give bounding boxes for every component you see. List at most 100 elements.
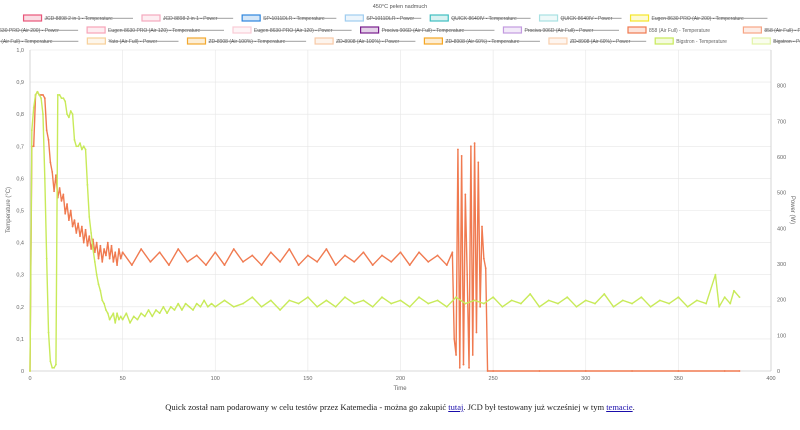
legend-label: SP-1011DLR - Temperature (263, 16, 325, 22)
data-point (510, 299, 513, 302)
legend-swatch (186, 37, 207, 45)
legend-item[interactable]: ZD-8908 (Air 60%) - Power (548, 37, 647, 45)
data-point (114, 321, 117, 324)
legend-item[interactable]: JCD 8898 2 in 1 - Power (141, 14, 234, 22)
data-point (718, 305, 721, 308)
legend-label: Eugen 8630 PRO (Air 120) - Power (254, 28, 333, 34)
data-point (151, 315, 154, 318)
legend-item[interactable]: SP-1011DLR - Temperature (241, 14, 337, 22)
legend-item[interactable]: QUICK 8640IV - Power (538, 14, 622, 22)
data-point (45, 257, 48, 260)
data-point (86, 244, 89, 247)
data-point (32, 145, 35, 148)
legend-swatch (22, 14, 43, 22)
data-point (677, 296, 680, 299)
link-tutaj[interactable]: tutaj (448, 402, 464, 412)
link-temacie[interactable]: temacie (606, 402, 633, 412)
x-tick-label: 0 (28, 376, 31, 382)
legend-item[interactable]: Eugen 8630 PRO (Air 200) - Temperature (629, 14, 768, 22)
caption-text-2: . JCD był testowany już wcześniej w tym (463, 402, 607, 412)
legend-item[interactable]: QUICK 8640IV - Temperature (429, 14, 531, 22)
legend-item[interactable]: Eugen 8630 PRO (Air 200) - Power (0, 27, 79, 34)
data-point (640, 296, 643, 299)
data-point (147, 309, 150, 311)
axes: 0 0,1 0,2 0,3 0,4 0,5 0,6 0,7 0,8 0,9 1,0 0 100 200 30… (16, 48, 786, 382)
legend-item[interactable]: 858 (Air Full) - Power (742, 26, 800, 34)
chart-svg: 450°C pełen nadmuch JCD 8898 2 in 1 - Te… (0, 4, 800, 392)
legend-item[interactable]: Prociva 906D (Air Full) - Temperature (360, 26, 495, 34)
data-point (468, 366, 470, 369)
data-point (184, 302, 187, 305)
data-point (408, 305, 411, 308)
caption-text-1: Quick został nam podarowany w celu testó… (165, 402, 449, 412)
data-point (79, 235, 81, 238)
data-point (214, 251, 217, 254)
data-point (547, 299, 550, 302)
data-point (473, 299, 476, 302)
data-point (464, 193, 467, 196)
data-point (362, 251, 365, 254)
data-point (223, 299, 226, 302)
data-point (269, 251, 272, 254)
data-point (677, 370, 680, 372)
data-point (334, 305, 337, 308)
data-point (455, 354, 457, 356)
data-point (486, 370, 489, 372)
data-point (594, 302, 596, 305)
legend-label: QUICK 8640IV - Temperature (451, 16, 517, 22)
data-point (125, 312, 128, 315)
legend-item[interactable]: Bigstron - Temperature (654, 37, 727, 45)
y-right-tick-label: 500 (777, 191, 786, 197)
legend-item[interactable]: Prociva 906D (Air Full) - Power (502, 26, 619, 34)
data-point (101, 299, 104, 302)
legend-swatch (86, 26, 106, 34)
data-point (88, 235, 91, 238)
legend-item[interactable]: Bigstron - Power (751, 37, 800, 45)
data-point (603, 293, 606, 295)
data-point (68, 116, 70, 119)
data-point (199, 305, 202, 308)
data-point (56, 94, 59, 96)
data-point (427, 302, 430, 305)
data-point (132, 315, 135, 318)
chart-title: 450°C pełen nadmuch (373, 4, 428, 10)
data-point (118, 318, 120, 321)
data-point (557, 302, 559, 305)
data-point (93, 251, 96, 254)
data-point (158, 251, 161, 254)
data-point (473, 142, 476, 144)
data-point (475, 331, 478, 334)
data-point (40, 94, 43, 96)
legend-label: Prociva 906D (Air Full) - Temperature (382, 28, 465, 34)
data-point (399, 299, 402, 302)
legend-item[interactable]: 858 (Air Full) - Temperature (627, 26, 710, 34)
data-point (566, 296, 569, 299)
legend-item[interactable]: ZD-8908 (Air 100%) - Temperature (186, 37, 307, 45)
data-point (260, 264, 263, 266)
data-point (60, 199, 63, 202)
x-tick-label: 150 (303, 376, 312, 382)
legend-item[interactable]: JCD 8898 2 in 1 - Temperature (22, 14, 133, 22)
legend-item[interactable]: Yato (Air Full) - Temperature (0, 38, 79, 45)
data-point (436, 299, 439, 302)
legend-item[interactable]: ZD-8908 (Air 60%) - Temperature (423, 37, 540, 45)
legend-item[interactable]: Eugen 8630 PRO (Air 120) - Temperature (86, 26, 224, 34)
data-point (501, 305, 504, 308)
data-point (105, 309, 107, 311)
legend-item[interactable]: Eugen 8630 PRO (Air 120) - Power (232, 26, 352, 34)
data-point (34, 94, 37, 96)
data-point (73, 219, 76, 222)
legend-item[interactable]: SP-1011DLR - Power (344, 14, 422, 22)
data-point (101, 260, 104, 263)
legend-item[interactable]: ZD-8908 (Air 100%) - Power (314, 37, 416, 45)
data-point (112, 260, 115, 263)
data-point (51, 171, 54, 173)
series-line (29, 91, 741, 372)
series-858-air-full-temperature (29, 90, 741, 372)
data-point (75, 232, 78, 234)
data-point (251, 296, 254, 299)
y-right-tick-label: 0 (777, 369, 780, 375)
data-point (43, 97, 46, 100)
legend-item[interactable]: Yato (Air Full) - Power (86, 37, 179, 45)
chart: 450°C pełen nadmuch JCD 8898 2 in 1 - Te… (0, 4, 800, 392)
